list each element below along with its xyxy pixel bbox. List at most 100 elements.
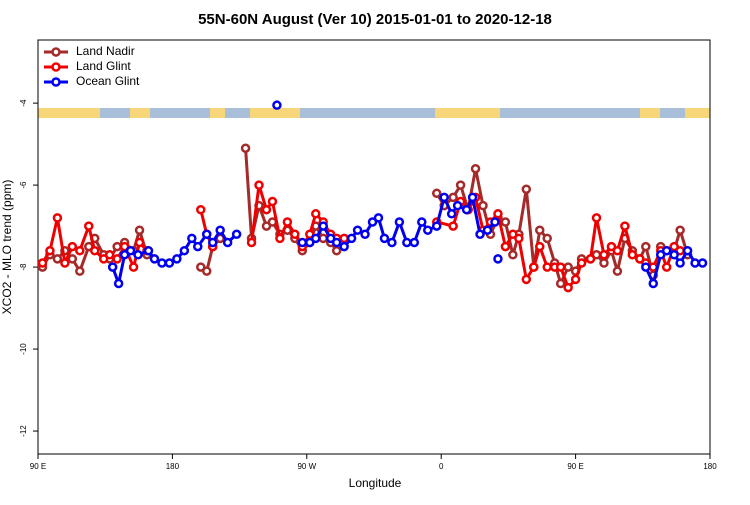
data-point bbox=[290, 229, 300, 240]
legend-label: Land Nadir bbox=[76, 44, 135, 58]
data-point bbox=[318, 233, 328, 244]
data-point bbox=[75, 245, 85, 256]
data-point bbox=[52, 254, 63, 264]
data-point bbox=[542, 262, 552, 272]
data-point bbox=[641, 241, 651, 252]
data-point bbox=[134, 225, 145, 235]
data-point bbox=[201, 229, 212, 240]
data-point bbox=[482, 225, 493, 235]
data-point bbox=[555, 262, 566, 272]
y-tick-label: -8 bbox=[19, 263, 28, 271]
data-point bbox=[570, 274, 581, 285]
data-point bbox=[648, 278, 659, 289]
data-point bbox=[222, 237, 233, 248]
data-point bbox=[661, 245, 672, 256]
data-point bbox=[133, 250, 143, 260]
data-point bbox=[585, 254, 596, 264]
data-point bbox=[305, 237, 315, 248]
data-point bbox=[52, 213, 63, 223]
data-point bbox=[164, 258, 175, 268]
data-point bbox=[675, 225, 685, 235]
data-point bbox=[521, 184, 532, 194]
data-point bbox=[508, 250, 518, 260]
data-point bbox=[119, 250, 130, 260]
data-point bbox=[311, 233, 321, 244]
x-tick-label: 180 bbox=[703, 462, 717, 471]
data-point bbox=[67, 254, 78, 264]
data-point bbox=[675, 258, 685, 268]
data-point bbox=[331, 245, 342, 256]
data-point bbox=[261, 204, 272, 215]
data-point bbox=[417, 217, 427, 227]
x-axis-label: Longitude bbox=[349, 476, 402, 490]
data-point bbox=[423, 225, 433, 235]
map-ocean bbox=[150, 108, 210, 118]
data-point bbox=[311, 209, 321, 219]
data-point bbox=[467, 192, 478, 203]
data-point bbox=[542, 233, 552, 244]
data-point bbox=[455, 180, 466, 190]
data-point bbox=[627, 250, 638, 260]
legend-marker bbox=[51, 77, 61, 87]
data-point bbox=[448, 192, 458, 203]
data-point bbox=[331, 237, 342, 248]
data-point bbox=[37, 258, 48, 268]
x-tick-label: 90 E bbox=[30, 462, 46, 471]
data-point bbox=[439, 192, 449, 203]
data-point bbox=[179, 245, 190, 256]
data-point bbox=[193, 241, 203, 252]
data-point bbox=[535, 241, 545, 252]
data-point bbox=[367, 217, 378, 227]
data-point bbox=[697, 258, 708, 268]
data-point bbox=[500, 241, 511, 252]
legend-marker bbox=[51, 47, 61, 57]
data-point bbox=[690, 258, 700, 268]
data-point bbox=[84, 221, 94, 231]
data-point bbox=[275, 233, 285, 244]
data-point bbox=[478, 200, 488, 211]
data-point bbox=[172, 254, 182, 264]
y-tick-label: -4 bbox=[19, 99, 28, 107]
data-point bbox=[297, 237, 308, 248]
y-tick-label: -10 bbox=[19, 343, 28, 355]
map-strip bbox=[38, 108, 710, 118]
data-point bbox=[641, 262, 651, 272]
data-point bbox=[529, 262, 539, 272]
data-point bbox=[207, 237, 218, 248]
data-point bbox=[98, 254, 109, 264]
data-point bbox=[339, 233, 349, 244]
data-point bbox=[261, 221, 272, 231]
data-point bbox=[661, 262, 672, 272]
data-point bbox=[149, 254, 160, 264]
data-point bbox=[373, 213, 384, 223]
y-tick-label: -12 bbox=[19, 425, 28, 437]
data-point bbox=[446, 209, 457, 219]
data-point bbox=[576, 258, 587, 268]
data-point bbox=[107, 262, 118, 272]
data-point bbox=[196, 204, 206, 215]
data-point bbox=[682, 245, 693, 256]
map-ocean bbox=[500, 108, 640, 118]
legend-label: Land Glint bbox=[76, 59, 131, 73]
data-point bbox=[612, 266, 623, 276]
data-point bbox=[318, 221, 328, 231]
map-ocean bbox=[660, 108, 685, 118]
data-point bbox=[599, 250, 609, 260]
data-point bbox=[112, 254, 122, 264]
data-point bbox=[254, 180, 264, 190]
x-tick-label: 0 bbox=[439, 462, 444, 471]
data-point bbox=[196, 262, 206, 272]
data-point bbox=[470, 163, 481, 174]
data-point bbox=[475, 229, 485, 240]
data-point bbox=[508, 229, 518, 240]
data-point bbox=[612, 245, 623, 256]
data-point bbox=[339, 241, 349, 252]
y-axis-label: XCO2 - MLO trend (ppm) bbox=[0, 180, 14, 315]
data-point bbox=[60, 258, 70, 268]
data-point bbox=[325, 233, 336, 244]
data-point bbox=[394, 217, 405, 227]
data-point bbox=[272, 100, 282, 110]
data-point bbox=[591, 213, 602, 223]
data-point bbox=[431, 221, 442, 231]
x-tick-label: 90 W bbox=[297, 462, 316, 471]
